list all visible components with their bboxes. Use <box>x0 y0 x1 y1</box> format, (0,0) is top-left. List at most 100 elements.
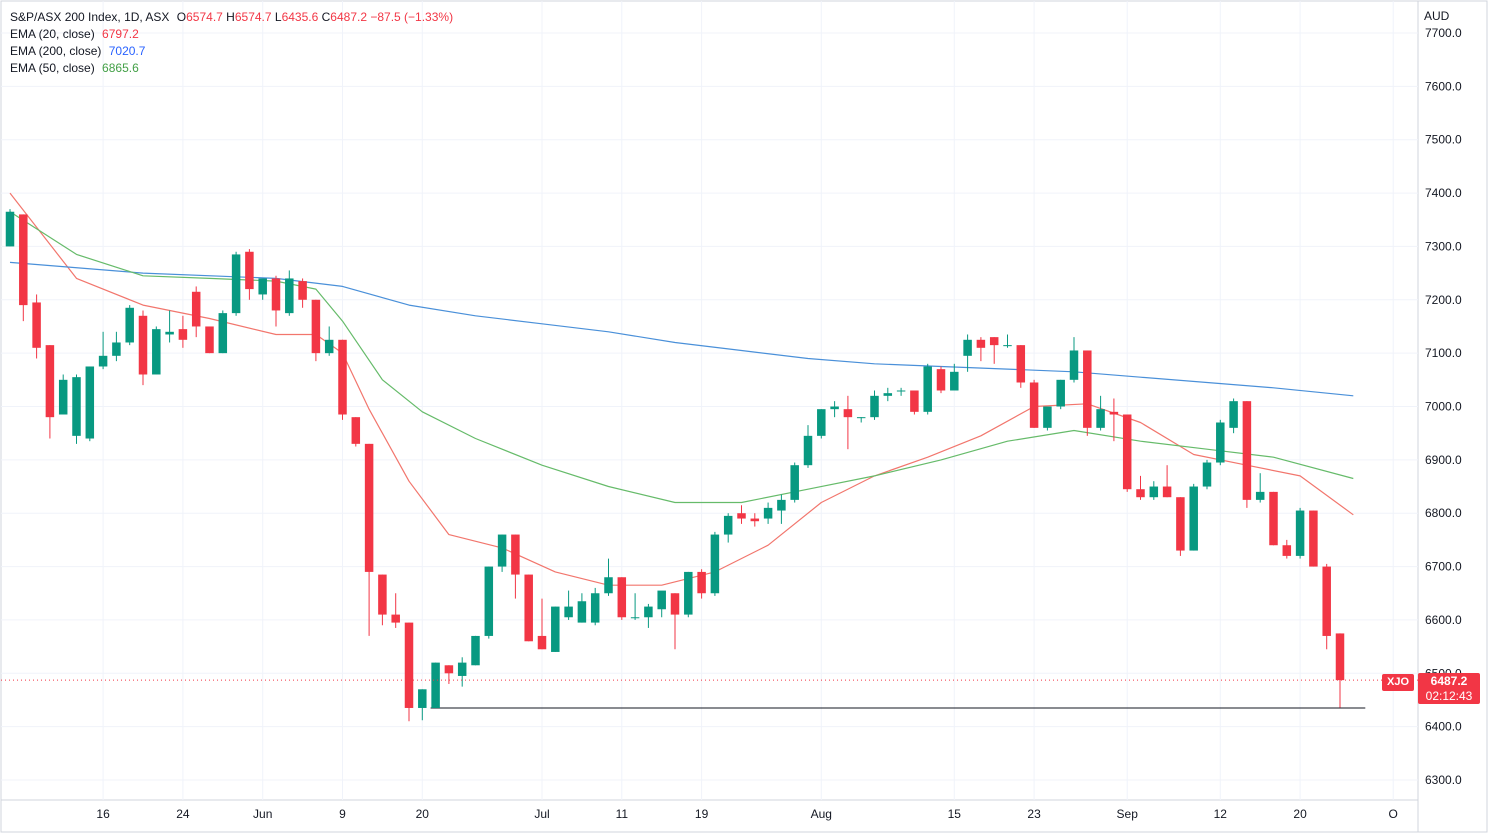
candle-body <box>710 534 720 594</box>
candle-body <box>524 574 533 642</box>
candle-body <box>338 339 347 415</box>
candle-body <box>1176 497 1185 551</box>
candle <box>98 331 108 370</box>
candle <box>976 337 986 362</box>
y-tick-label: 7000.0 <box>1425 400 1462 414</box>
candle-body <box>989 337 999 346</box>
ema20-legend[interactable]: EMA (20, close) 6797.2 <box>10 26 139 43</box>
candle-body <box>1096 409 1105 428</box>
candle-body <box>231 254 241 314</box>
x-tick-label: 19 <box>695 807 709 821</box>
candle-body <box>936 369 946 391</box>
candle <box>418 689 427 721</box>
candle-body <box>19 214 28 306</box>
ema20-value: 6797.2 <box>102 27 139 41</box>
symbol-title[interactable]: S&P/ASX 200 Index, 1D, ASX <box>10 10 170 24</box>
candle-body <box>45 345 55 418</box>
candle-body <box>1016 345 1026 383</box>
candle <box>590 587 600 626</box>
candle-body <box>644 606 653 618</box>
candle <box>457 657 467 687</box>
open-key: O <box>176 10 187 24</box>
candle <box>1242 401 1252 508</box>
ema50-line <box>9 211 1354 504</box>
candle <box>989 337 999 364</box>
candle-body <box>497 534 507 567</box>
candle <box>524 574 533 642</box>
candle <box>1096 395 1105 431</box>
candle <box>205 326 214 354</box>
candle-body <box>1083 350 1092 428</box>
x-tick-label: 20 <box>1293 807 1307 821</box>
candle-body <box>830 406 839 410</box>
candle <box>1083 350 1092 436</box>
candle-body <box>1149 486 1159 498</box>
last-price-tag: 6487.2 <box>1418 673 1480 689</box>
candle <box>218 310 228 354</box>
candle-body <box>1229 401 1238 428</box>
candle <box>670 593 680 650</box>
candle <box>737 505 746 524</box>
candle-body <box>1136 489 1145 498</box>
ema20-line <box>9 192 1354 586</box>
candle-body <box>484 566 494 636</box>
candle <box>1335 633 1345 708</box>
candle-body <box>471 635 480 666</box>
candle <box>444 665 454 684</box>
candle <box>710 531 720 596</box>
x-tick-label: 12 <box>1214 807 1228 821</box>
x-tick-label: Sep <box>1117 807 1139 821</box>
candle-body <box>1322 566 1331 636</box>
x-tick-label: O <box>1389 807 1398 821</box>
candle-body <box>577 601 587 623</box>
candle-body <box>138 315 148 375</box>
candle <box>258 278 267 300</box>
ema200-legend[interactable]: EMA (200, close) 7020.7 <box>10 43 145 60</box>
candle <box>883 387 893 402</box>
symbol-legend: S&P/ASX 200 Index, 1D, ASX O6574.7 H6574… <box>10 9 453 26</box>
candle <box>604 558 613 596</box>
candle-body <box>790 465 799 500</box>
candle-body <box>617 577 627 618</box>
x-tick-label: Aug <box>811 807 832 821</box>
candle-body <box>298 281 307 300</box>
candle <box>1043 406 1052 431</box>
candle-body <box>910 390 919 412</box>
candle-body <box>883 393 893 396</box>
candle <box>657 590 666 618</box>
candle <box>1282 539 1292 559</box>
candle <box>763 502 773 524</box>
candle-body <box>1242 401 1252 500</box>
candle-body <box>856 417 866 419</box>
candle-body <box>351 417 361 444</box>
candle-body <box>723 515 733 535</box>
ema50-legend[interactable]: EMA (50, close) 6865.6 <box>10 60 139 77</box>
candle <box>644 603 653 628</box>
candle <box>324 326 334 356</box>
candle <box>1309 510 1318 567</box>
candle <box>936 366 946 394</box>
candle-body <box>1202 462 1212 487</box>
candle-body <box>604 577 613 594</box>
x-tick-label: 20 <box>416 807 430 821</box>
candle <box>1216 419 1225 466</box>
y-tick-label: 7500.0 <box>1425 133 1462 147</box>
candle <box>1029 379 1039 428</box>
currency-label[interactable]: AUD <box>1424 9 1450 23</box>
candle-body <box>457 662 467 676</box>
candle <box>1122 414 1132 492</box>
y-tick-label: 7100.0 <box>1425 346 1462 360</box>
candle <box>817 409 826 439</box>
candle-body <box>737 513 746 519</box>
candle-body <box>511 534 520 575</box>
candle-body <box>1282 545 1292 556</box>
candle <box>85 366 95 442</box>
y-tick-label: 6300.0 <box>1425 773 1462 787</box>
candle-body <box>1309 510 1318 567</box>
y-tick-label: 7600.0 <box>1425 79 1462 93</box>
candle <box>1003 334 1012 348</box>
candle <box>231 251 241 316</box>
candle <box>1162 465 1172 498</box>
candle-body <box>1003 345 1012 347</box>
